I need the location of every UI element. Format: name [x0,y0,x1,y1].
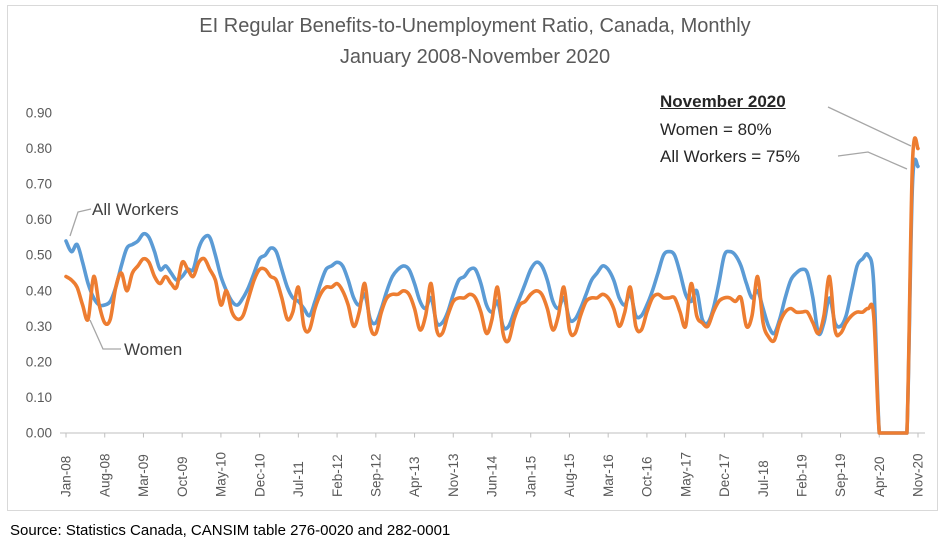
series-label-all-workers: All Workers [92,200,179,219]
y-tick-label: 0.00 [26,426,52,441]
x-tick-label: May-17 [678,452,693,497]
leader-line-all-workers-label [69,208,92,237]
annotation-november-2020: November 2020 Women = 80% All Workers = … [660,88,800,171]
x-tick-label: Jun-14 [485,455,500,497]
x-tick-label: Apr-13 [407,456,422,497]
y-tick-label: 0.90 [26,106,52,121]
series-line-all-workers [64,157,920,435]
x-tick-label: Apr-20 [872,456,887,497]
x-tick-label: Sep-12 [369,453,384,497]
series-label-women: Women [124,340,183,359]
y-tick-label: 0.60 [26,212,52,227]
x-tick-label: May-10 [214,452,229,497]
y-tick-label: 0.30 [26,319,52,334]
x-tick-label: Aug-08 [97,453,112,497]
series-line-women [64,136,920,435]
annotation-women-value: Women = 80% [660,119,772,139]
x-tick-label: Feb-19 [795,454,810,497]
x-tick-label: Jul-18 [756,460,771,497]
y-tick-label: 0.20 [26,354,52,369]
annotation-heading: November 2020 [660,92,786,111]
y-tick-label: 0.70 [26,177,52,192]
x-tick-label: Nov-13 [446,453,461,497]
source-citation: Source: Statistics Canada, CANSIM table … [10,522,451,539]
x-tick-label: Mar-16 [601,454,616,497]
chart-title: EI Regular Benefits-to-Unemployment Rati… [0,11,950,73]
x-tick-label: Mar-09 [136,454,151,497]
x-tick-label: Oct-16 [640,456,655,497]
x-tick-label: Oct-09 [175,456,190,497]
leader-line-women-label [89,319,121,350]
x-tick-label: Nov-20 [911,453,926,497]
annotation-all-workers-value: All Workers = 75% [660,147,800,166]
leader-line-annotation-all-workers [837,151,908,170]
chart-frame [7,5,938,511]
x-tick-label: Dec-10 [252,453,267,497]
y-tick-label: 0.40 [26,283,52,298]
y-tick-label: 0.10 [26,390,52,405]
y-tick-label: 0.80 [26,141,52,156]
x-tick-label: Jan-08 [59,456,74,497]
chart-title-line2: January 2008-November 2020 [339,46,611,68]
x-tick-label: Dec-17 [717,453,732,497]
x-tick-label: Jul-11 [291,461,306,497]
x-tick-label: Feb-12 [330,454,345,497]
y-tick-label: 0.50 [26,248,52,263]
leader-line-annotation-women [827,106,912,147]
x-tick-label: Sep-19 [833,453,848,497]
chart-title-line1: EI Regular Benefits-to-Unemployment Rati… [199,15,751,37]
x-tick-label: Jan-15 [523,456,538,497]
x-tick-label: Aug-15 [562,453,577,497]
